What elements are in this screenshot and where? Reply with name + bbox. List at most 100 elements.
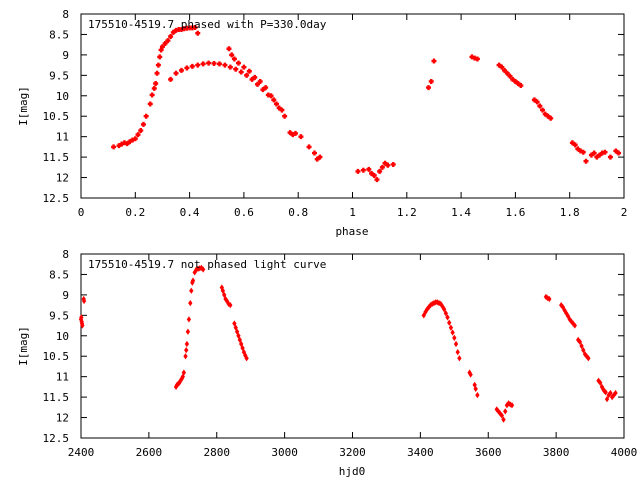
unphased-plot-frame <box>80 253 625 439</box>
phased-plot-xlabel: phase <box>335 225 368 238</box>
unphased-data-point <box>603 389 608 396</box>
phased-data-point <box>531 97 537 103</box>
phased-data-point <box>575 146 581 152</box>
phased-data-point <box>613 148 619 154</box>
unphased-data-point <box>608 389 613 397</box>
phased-plot-tick-labels: 0 0.2 0.4 0.6 0.8 1 1.2 1.4 1.6 1.8 2 8 8.5 9 9.5 10 10.… <box>43 8 628 219</box>
phased-xtick-label: 0.2 <box>125 206 145 219</box>
phased-data-point <box>127 139 133 145</box>
unphased-data-point <box>455 349 460 356</box>
phased-data-point <box>496 62 502 68</box>
unphased-xtick-label: 3200 <box>339 446 366 459</box>
phased-data-point <box>241 64 247 70</box>
unphased-data-point <box>501 416 506 423</box>
unphased-ytick-label: 11.5 <box>43 391 70 404</box>
phased-data-point <box>534 99 540 105</box>
phased-data-point <box>607 154 613 160</box>
phased-data-point <box>360 167 366 173</box>
phased-data-point <box>195 62 201 68</box>
unphased-data-point <box>81 297 87 305</box>
phased-data-point <box>130 137 136 143</box>
phased-data-point <box>165 38 171 44</box>
phased-data-point <box>499 64 505 70</box>
phased-data-point <box>355 168 361 174</box>
phased-data-point <box>216 61 222 67</box>
unphased-data-point <box>447 319 452 326</box>
phased-data-point <box>377 168 383 174</box>
unphased-data-point <box>222 291 227 299</box>
phased-data-point <box>147 101 153 107</box>
unphased-ytick-label: 9.5 <box>49 309 69 322</box>
phased-data-point <box>195 30 201 36</box>
phased-plot-title: 175510-4519.7 phased with P=330.0day <box>88 18 327 31</box>
phased-data-point <box>298 134 304 140</box>
phased-data-point <box>518 83 524 89</box>
phased-data-point <box>154 70 160 76</box>
phased-data-point <box>140 121 146 127</box>
phased-plot-panel: 0 0.2 0.4 0.6 0.8 1 1.2 1.4 1.6 1.8 2 8 8.5 9 9.5 10 10.… <box>17 8 627 238</box>
unphased-data-point <box>188 299 193 307</box>
phased-data-point <box>616 150 622 156</box>
phased-plot-points <box>111 24 622 183</box>
unphased-data-point <box>547 295 552 303</box>
phased-data-point <box>178 67 184 73</box>
phased-data-point <box>271 97 277 103</box>
phased-xtick-label: 1.6 <box>505 206 525 219</box>
unphased-plot-points <box>78 264 618 423</box>
phased-data-point <box>244 72 250 78</box>
phased-data-point <box>317 154 323 160</box>
phased-data-point <box>369 170 375 176</box>
phased-data-point <box>149 92 155 98</box>
phased-data-point <box>246 68 252 74</box>
phased-data-point <box>268 93 274 99</box>
phased-data-point <box>162 40 168 46</box>
unphased-ytick-label: 11 <box>56 371 69 384</box>
phased-data-point <box>282 113 288 119</box>
unphased-data-point <box>80 322 85 329</box>
unphased-data-point <box>604 396 610 403</box>
unphased-data-point <box>452 334 457 341</box>
phased-data-point <box>143 113 149 119</box>
phased-ytick-label: 10 <box>56 90 69 103</box>
phased-data-point <box>569 140 575 146</box>
phased-data-point <box>181 26 187 32</box>
phased-data-point <box>591 150 597 156</box>
phased-data-point <box>374 177 380 183</box>
phased-data-point <box>599 150 605 156</box>
unphased-data-point <box>509 402 515 409</box>
phased-ytick-label: 8.5 <box>49 28 69 41</box>
unphased-data-point <box>232 320 237 327</box>
phased-data-point <box>588 152 594 158</box>
phased-data-point <box>290 132 296 138</box>
phased-data-point <box>235 60 241 66</box>
unphased-data-point <box>237 336 242 343</box>
phased-data-point <box>382 160 388 166</box>
phased-data-point <box>151 85 157 91</box>
unphased-data-point <box>240 344 245 352</box>
phased-data-point <box>276 105 282 111</box>
phased-ytick-label: 10.5 <box>43 110 70 123</box>
unphased-data-point <box>445 314 450 321</box>
phased-xtick-label: 0.8 <box>288 206 308 219</box>
unphased-xtick-label: 2600 <box>136 446 163 459</box>
phased-data-point <box>265 92 271 98</box>
phased-data-point <box>594 154 600 160</box>
phased-xtick-label: 1 <box>349 206 356 219</box>
unphased-xtick-label: 3000 <box>271 446 298 459</box>
phased-data-point <box>231 56 237 62</box>
unphased-data-point <box>233 324 238 331</box>
unphased-xtick-label: 3400 <box>407 446 434 459</box>
phased-data-point <box>542 111 548 117</box>
phased-data-point <box>602 149 608 155</box>
unphased-data-point <box>448 324 454 331</box>
phased-data-point <box>580 149 586 155</box>
phased-plot-ylabel: I[mag] <box>17 86 30 126</box>
phased-data-point <box>200 61 206 67</box>
phased-xtick-label: 1.4 <box>451 206 471 219</box>
unphased-plot-title: 175510-4519.7 not phased light curve <box>88 258 326 271</box>
phased-data-point <box>314 156 320 162</box>
unphased-data-point <box>457 355 462 362</box>
phased-data-point <box>178 27 184 33</box>
unphased-data-point <box>473 385 478 393</box>
